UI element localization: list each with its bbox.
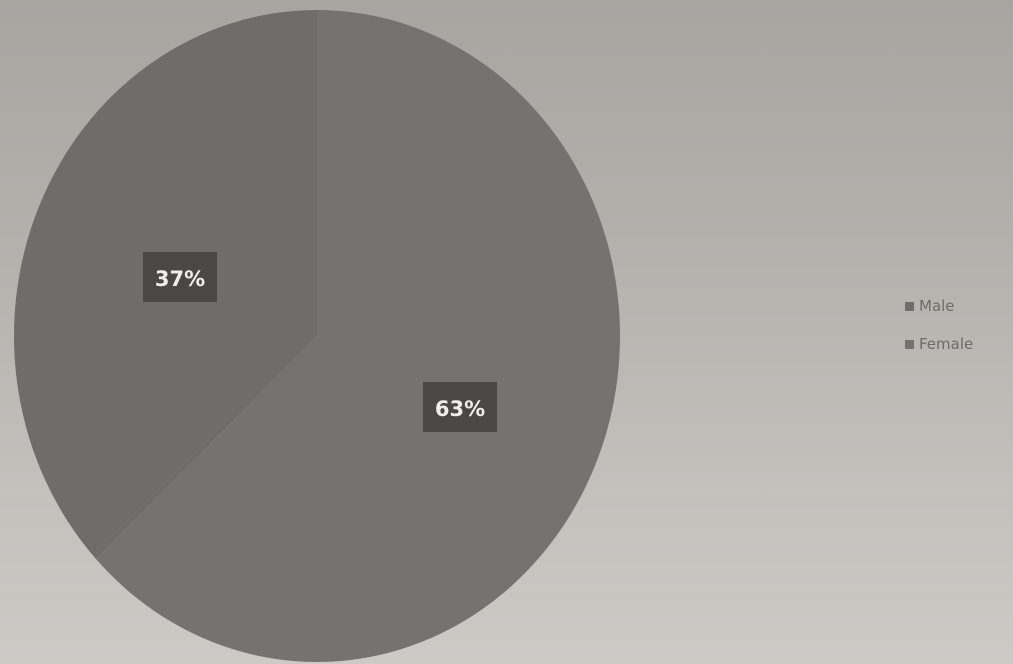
legend-item-female: Female (905, 330, 973, 358)
legend-label-female: Female (919, 335, 974, 353)
data-label-text: 63% (435, 397, 485, 421)
pie-slice-female (96, 10, 621, 662)
data-label-box (423, 382, 497, 432)
legend-item-male: Male (905, 292, 973, 320)
legend-swatch-male (905, 301, 914, 311)
legend: Male Female (905, 292, 973, 368)
data-label-female: 63% (423, 382, 497, 432)
legend-swatch-female (905, 339, 914, 349)
data-label-box (143, 252, 217, 302)
data-label-male: 37% (143, 252, 217, 302)
legend-label-male: Male (919, 297, 955, 315)
data-label-text: 37% (155, 267, 205, 291)
